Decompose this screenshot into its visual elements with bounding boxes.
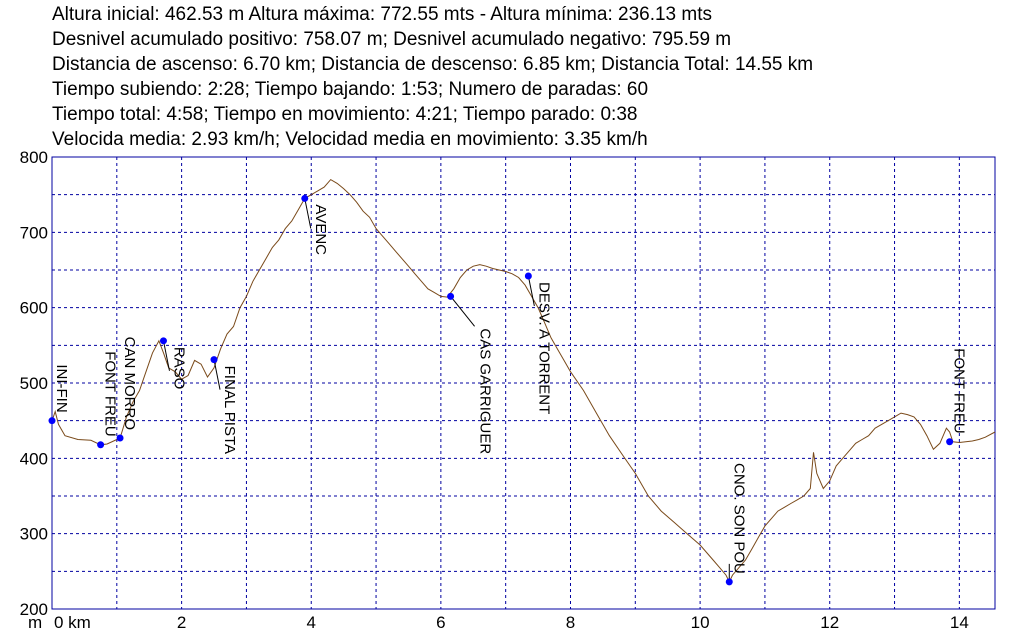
- x-tick-label: 0 km: [54, 613, 91, 632]
- y-tick-label: 300: [20, 525, 48, 544]
- waypoint-leader: [527, 275, 535, 307]
- y-tick-label: 400: [20, 449, 48, 468]
- waypoint: FONT FREU: [97, 351, 119, 449]
- waypoint-label: FONT FREU: [102, 351, 119, 437]
- stats-line-time-climbing: Tiempo subiendo: 2:28; Tiempo bajando: 1…: [52, 79, 649, 100]
- x-tick-label: 10: [691, 613, 710, 632]
- waypoint: CNO. SON POU: [725, 463, 747, 586]
- grid-lines: [52, 157, 995, 609]
- stats-line-time-total: Tiempo total: 4:58; Tiempo en movimiento…: [52, 104, 638, 125]
- waypoint-label: RASO: [170, 347, 187, 390]
- waypoint-marker: [116, 434, 124, 442]
- waypoint-label: DESV. A TORRENT: [535, 282, 552, 414]
- plot-frame: [51, 156, 996, 610]
- stats-line-altitude: Altura inicial: 462.53 m Altura máxima: …: [52, 4, 713, 25]
- waypoint-marker: [524, 272, 532, 280]
- waypoint-label: CNO. SON POU: [730, 463, 747, 574]
- waypoint: FINAL PISTA: [210, 356, 238, 454]
- waypoint-marker: [447, 292, 455, 300]
- waypoint-leader: [162, 340, 170, 371]
- y-tick-label: 500: [20, 374, 48, 393]
- stats-summary: Altura inicial: 462.53 m Altura máxima: …: [52, 2, 813, 152]
- x-tick-label: 12: [820, 613, 839, 632]
- y-tick-label: 200: [20, 600, 48, 619]
- waypoints: INI-FIN FONT FREU CAN MORRO RASO FINAL PISTA…: [48, 194, 968, 586]
- waypoint-label: FONT FREU: [951, 348, 968, 434]
- waypoint: AVENC: [301, 194, 329, 255]
- waypoint-marker: [946, 438, 954, 446]
- waypoint-marker: [301, 194, 309, 202]
- waypoint-marker: [725, 578, 733, 586]
- waypoint: FONT FREU: [946, 348, 968, 446]
- waypoint-label: AVENC: [312, 204, 329, 255]
- x-tick-label: 6: [436, 613, 445, 632]
- y-axis-unit-label: m: [28, 613, 42, 632]
- x-tick-label: 8: [566, 613, 575, 632]
- waypoint-marker: [48, 417, 56, 425]
- stats-line-distance: Distancia de ascenso: 6.70 km; Distancia…: [52, 54, 814, 75]
- waypoint-leader: [213, 359, 221, 390]
- waypoint-marker: [159, 337, 167, 345]
- waypoint-label: INI-FIN: [53, 364, 70, 412]
- waypoint: INI-FIN: [48, 364, 70, 425]
- waypoint-label: CAS GARRIGUER: [477, 328, 494, 454]
- axis-ticks: 200 300 400 500 600 700 800 0 km 2 4 6 8 10 12 14: [20, 148, 969, 632]
- x-tick-label: 14: [950, 613, 969, 632]
- waypoint-leader: [304, 198, 312, 229]
- waypoint: CAS GARRIGUER: [447, 292, 494, 454]
- x-tick-label: 4: [307, 613, 316, 632]
- elevation-line: [51, 178, 996, 584]
- waypoint: RASO: [159, 337, 187, 390]
- waypoint: CAN MORRO: [116, 337, 138, 442]
- waypoint-label: FINAL PISTA: [221, 366, 238, 454]
- waypoint: DESV. A TORRENT: [524, 272, 552, 414]
- stats-line-speed: Velocida media: 2.93 km/h; Velocidad med…: [52, 129, 648, 150]
- waypoint-marker: [97, 441, 105, 449]
- y-tick-label: 700: [20, 223, 48, 242]
- waypoint-marker: [210, 356, 218, 364]
- waypoint-leader: [450, 296, 475, 327]
- y-tick-label: 800: [20, 148, 48, 167]
- stats-line-elevation-gain: Desnivel acumulado positivo: 758.07 m; D…: [52, 29, 732, 50]
- x-tick-label: 2: [177, 613, 186, 632]
- y-tick-label: 600: [20, 299, 48, 318]
- waypoint-label: CAN MORRO: [121, 337, 138, 430]
